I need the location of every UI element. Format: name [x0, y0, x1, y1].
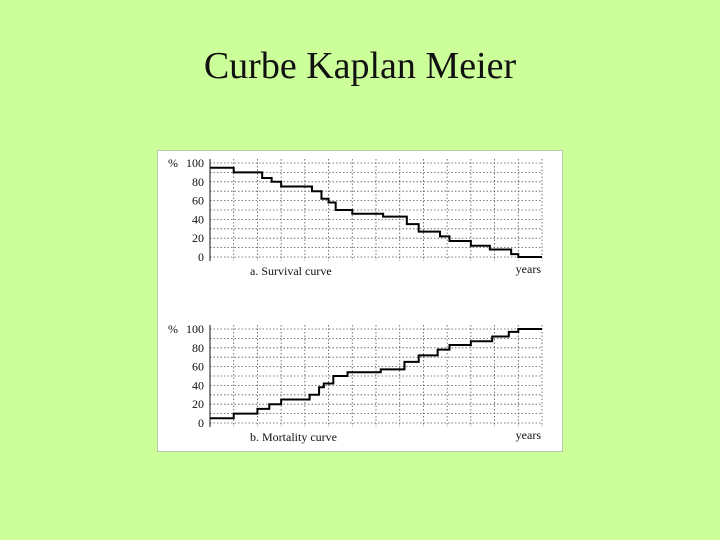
kaplan-meier-charts: 100 80 60 40 20 0% a. Survival curve years 100 80…	[168, 156, 543, 444]
y-tick-label: 40	[192, 212, 204, 226]
y-tick-label: 80	[192, 341, 204, 355]
y-tick-label: 100	[186, 156, 204, 170]
slide-title: Curbe Kaplan Meier	[203, 45, 517, 87]
y-axis-label: %	[168, 322, 178, 336]
y-tick-label: 60	[192, 360, 204, 374]
y-tick-label: 60	[192, 194, 204, 208]
chart-panel-1: 100 80 60 40 20 0% a. Survival curve years	[168, 156, 543, 278]
x-axis-label: years	[516, 262, 542, 276]
chart-caption: b. Mortality curve	[250, 430, 337, 444]
chart-panel-2: 100 80 60 40 20 0% b. Mortality curve years	[168, 322, 543, 444]
series-step-line	[210, 166, 542, 258]
y-tick-label: 80	[192, 175, 204, 189]
y-tick-label: 0	[198, 416, 204, 430]
y-tick-label: 40	[192, 378, 204, 392]
chart-caption: a. Survival curve	[250, 264, 332, 278]
y-tick-label: 100	[186, 322, 204, 336]
series-step-line	[210, 328, 542, 420]
y-axis-label: %	[168, 156, 178, 170]
kaplan-meier-figure: 100 80 60 40 20 0% a. Survival curve years 100 80…	[157, 150, 563, 452]
x-axis-label: years	[516, 428, 542, 442]
y-tick-label: 20	[192, 397, 204, 411]
y-tick-label: 0	[198, 250, 204, 264]
y-tick-label: 20	[192, 231, 204, 245]
